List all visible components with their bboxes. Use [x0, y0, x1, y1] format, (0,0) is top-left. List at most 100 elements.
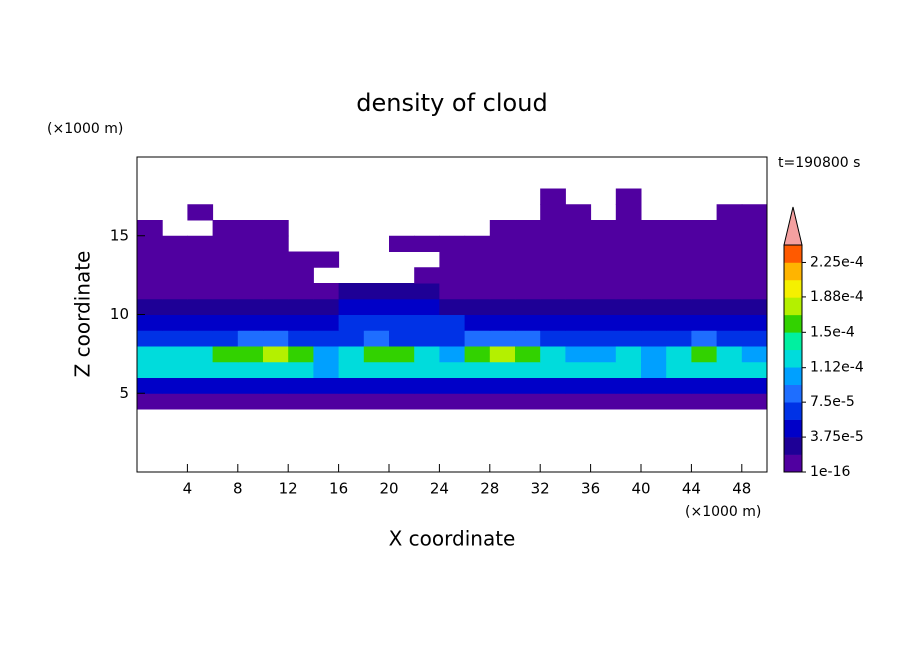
contour-cell — [137, 220, 163, 237]
contour-cell — [515, 251, 541, 268]
contour-cell — [162, 330, 188, 347]
contour-cell — [187, 267, 214, 284]
contour-cell — [237, 251, 264, 268]
contour-cell — [162, 361, 188, 378]
contour-cell — [691, 377, 718, 394]
contour-cell — [691, 346, 718, 363]
contour-cell — [540, 377, 566, 394]
contour-cell — [691, 235, 718, 252]
contour-cell — [641, 235, 667, 252]
contour-cell — [615, 346, 642, 363]
contour-cell — [515, 298, 541, 315]
contour-cell — [615, 298, 642, 315]
contour-cell — [741, 251, 768, 268]
contour-cell — [137, 377, 163, 394]
contour-cell — [162, 235, 188, 252]
contour-cell — [489, 361, 516, 378]
contour-cell — [237, 330, 264, 347]
contour-cell — [540, 283, 566, 300]
contour-cell — [187, 330, 214, 347]
contour-cell — [565, 330, 592, 347]
contour-cell — [237, 377, 264, 394]
contour-cell — [439, 283, 466, 300]
contour-cell — [565, 298, 592, 315]
contour-cell — [464, 283, 491, 300]
contour-cell — [414, 235, 440, 252]
contour-cell — [137, 314, 163, 331]
contour-cell — [338, 298, 365, 315]
contour-cell — [590, 346, 617, 363]
contour-cell — [540, 314, 566, 331]
contour-cell — [464, 267, 491, 284]
colorbar-over — [783, 206, 803, 246]
contour-cell — [741, 314, 768, 331]
contour-cell — [716, 251, 743, 268]
contour-cell — [615, 235, 642, 252]
contour-cell — [515, 346, 541, 363]
contour-cell — [414, 361, 440, 378]
contour-cell — [137, 267, 163, 284]
contour-cell — [565, 314, 592, 331]
contour-cell — [540, 330, 566, 347]
contour-cell — [187, 377, 214, 394]
y-tick-label: 5 — [119, 384, 129, 402]
contour-cell — [464, 393, 491, 410]
contour-cell — [590, 393, 617, 410]
contour-cell — [666, 283, 692, 300]
contour-cell — [615, 393, 642, 410]
contour-cell — [439, 361, 466, 378]
contour-cell — [363, 298, 390, 315]
colorbar-band — [784, 419, 802, 438]
x-tick-label: 12 — [279, 480, 298, 498]
contour-cell — [338, 393, 365, 410]
contour-cell — [464, 298, 491, 315]
contour-cell — [489, 235, 516, 252]
contour-cell — [389, 377, 415, 394]
contour-cell — [389, 314, 415, 331]
contour-cell — [338, 283, 365, 300]
contour-cell — [666, 330, 692, 347]
contour-cell — [666, 298, 692, 315]
contour-cell — [741, 361, 768, 378]
contour-cell — [615, 220, 642, 237]
contour-cell — [263, 235, 289, 252]
contour-cell — [741, 377, 768, 394]
contour-cell — [187, 346, 214, 363]
contour-cell — [338, 377, 365, 394]
contour-cell — [237, 346, 264, 363]
contour-cell — [691, 251, 718, 268]
contour-cell — [263, 267, 289, 284]
contour-cell — [288, 314, 314, 331]
contour-cell — [716, 283, 743, 300]
contour-cell — [313, 251, 340, 268]
contour-cell — [263, 377, 289, 394]
contour-cell — [313, 314, 340, 331]
contour-cell — [540, 267, 566, 284]
contour-cell — [540, 346, 566, 363]
x-tick-label: 24 — [430, 480, 449, 498]
contour-cell — [489, 393, 516, 410]
contour-cell — [641, 346, 667, 363]
contour-cell — [137, 251, 163, 268]
contour-cell — [741, 235, 768, 252]
contour-cell — [565, 393, 592, 410]
contour-cell — [590, 314, 617, 331]
contour-cell — [237, 220, 264, 237]
contour-cell — [162, 283, 188, 300]
contour-cell — [590, 251, 617, 268]
contour-cell — [741, 346, 768, 363]
contour-cell — [162, 393, 188, 410]
contour-cell — [741, 204, 768, 221]
colorbar-tick-label: 1.12e-4 — [810, 360, 864, 376]
colorbar-frame — [783, 244, 803, 473]
contour-cell — [313, 393, 340, 410]
contour-cell — [716, 267, 743, 284]
contour-cell — [263, 330, 289, 347]
contour-cell — [162, 298, 188, 315]
contour-cell — [313, 283, 340, 300]
contour-cell — [162, 314, 188, 331]
colorbar-tick-label: 1.5e-4 — [810, 324, 855, 340]
contour-cell — [263, 298, 289, 315]
contour-cell — [615, 251, 642, 268]
